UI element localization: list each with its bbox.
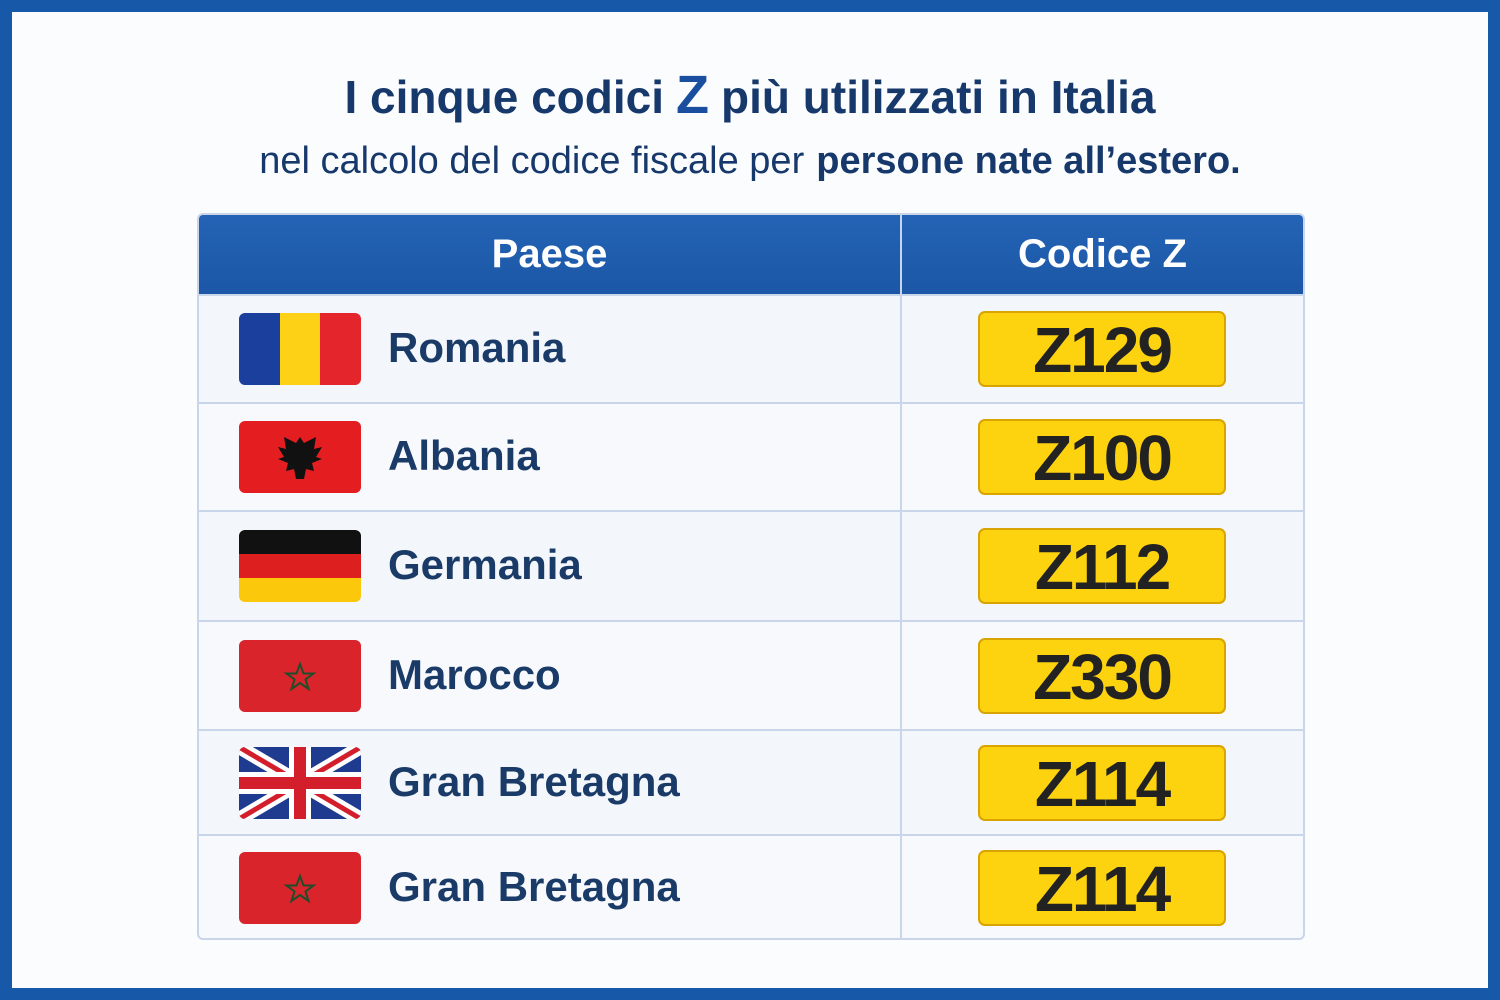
- subtitle: nel calcolo del codice fiscale per person…: [12, 140, 1488, 183]
- column-header: Paese: [491, 232, 608, 276]
- flag-icon: [239, 313, 361, 385]
- flag-icon: [239, 421, 361, 493]
- country-name: Gran Bretagna: [388, 863, 680, 910]
- z-code: Z330: [978, 637, 1226, 714]
- column-header: Codice Z: [1018, 232, 1187, 276]
- flag-icon: [239, 852, 361, 924]
- country-name: Albania: [388, 432, 540, 479]
- flag-icon: [239, 530, 361, 602]
- z-code: Z114: [978, 744, 1226, 821]
- table-row: Gran Bretagna Z114: [199, 834, 1303, 938]
- subtitle-part: nel calcolo del codice fiscale per: [259, 140, 805, 182]
- flag-icon: [239, 746, 361, 819]
- table-row: Albania Z100: [199, 402, 1303, 512]
- title-part: Z: [676, 65, 710, 125]
- z-code: Z129: [978, 311, 1226, 387]
- z-code: Z100: [978, 419, 1226, 495]
- table-row: Marocco Z330: [199, 620, 1303, 731]
- country-name: Gran Bretagna: [388, 757, 680, 805]
- title-part: più utilizzati in Italia: [721, 71, 1156, 123]
- table-header: Paese Codice Z: [199, 215, 1303, 294]
- table-row: Gran Bretagna Z114: [199, 729, 1303, 836]
- table: Paese Codice Z Romania Z129 Albania Z100 Ger…: [197, 213, 1305, 940]
- flag-icon: [239, 639, 361, 712]
- country-name: Germania: [388, 541, 582, 588]
- z-code: Z112: [978, 528, 1226, 604]
- country-name: Marocco: [388, 650, 561, 698]
- subtitle-part: persone nate all’estero.: [816, 140, 1241, 182]
- column-divider: [900, 215, 902, 938]
- z-code: Z114: [978, 850, 1226, 926]
- table-row: Germania Z112: [199, 510, 1303, 622]
- title-part: I cinque codici: [344, 71, 665, 123]
- country-name: Romania: [388, 324, 566, 371]
- table-row: Romania Z129: [199, 294, 1303, 404]
